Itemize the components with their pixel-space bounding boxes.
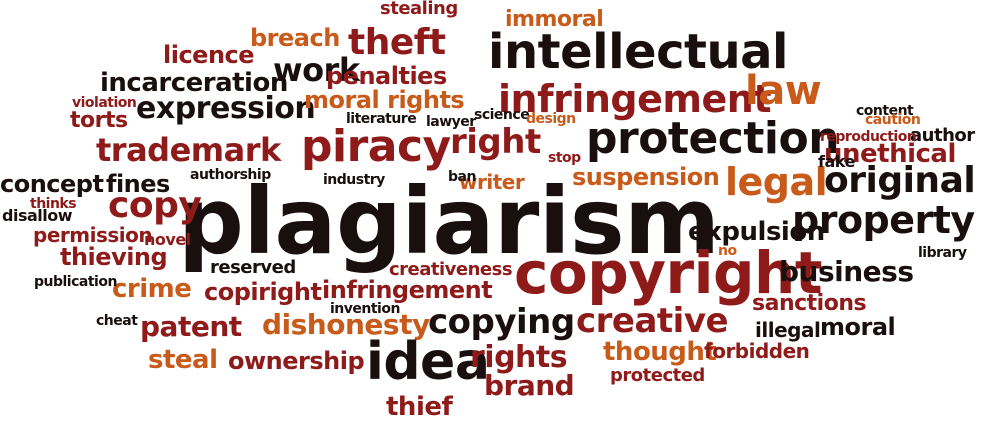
word-science: science [474,107,530,123]
word-brand: brand [484,369,575,402]
word-content: content [856,103,914,119]
word-reproduction: reproduction [820,129,917,145]
word-copying: copying [428,302,575,342]
word-fines: fines [106,170,170,198]
word-publication: publication [34,274,117,290]
word-disallow: disallow [2,206,73,225]
word-breach: breach [250,24,340,52]
word-law: law [745,68,822,114]
word-business: business [779,255,914,288]
word-patent: patent [140,310,242,343]
word-violation: violation [72,95,137,111]
word-novel: novel [144,230,191,249]
word-thief: thief [386,392,453,422]
word-creative: creative [576,301,729,341]
word-sanctions: sanctions [752,291,867,316]
word-intellectual: intellectual [488,24,789,80]
word-illegal: illegal [755,318,821,342]
word-right: right [450,122,541,162]
word-stealing: stealing [380,0,458,19]
word-rights: rights [470,340,568,375]
word-copiright: copiright [204,278,322,306]
word-work: work [273,51,360,89]
word-infringement: infringement [498,77,772,121]
word-ownership: ownership [228,347,365,375]
word-piracy: piracy [301,121,451,172]
word-infringement: infringement [322,276,493,304]
word-forbidden: forbidden [704,339,810,363]
word-lawyer: lawyer [426,114,476,130]
word-steal: steal [148,345,218,375]
word-unethical: unethical [824,139,956,169]
word-fake: fake [818,152,855,171]
word-plagiarism: plagiarism [178,168,720,275]
word-trademark: trademark [96,131,281,169]
word-stop: stop [548,150,581,166]
word-industry: industry [323,172,385,188]
word-incarceration: incarceration [100,68,288,98]
word-crime: crime [112,274,192,304]
word-legal: legal [725,160,828,204]
word-expression: expression [136,91,316,126]
word-copy: copy [108,185,202,226]
word-licence: licence [163,41,255,69]
word-moral-rights: moral rights [304,86,465,114]
word-reserved: reserved [210,257,296,278]
word-original: original [824,160,976,201]
word-thinks: thinks [30,196,77,212]
word-authorship: authorship [190,167,271,183]
word-thieving: thieving [60,243,168,271]
word-literature: literature [346,111,417,127]
word-torts: torts [70,108,128,133]
word-protected: protected [610,365,705,386]
word-author: author [910,125,975,146]
word-copyright: copyright [514,239,823,307]
word-ban: ban [448,169,476,185]
word-suspension: suspension [572,163,720,191]
word-cheat: cheat [96,313,138,329]
word-dishonesty: dishonesty [262,308,430,341]
word-library: library [918,245,967,261]
word-idea: idea [366,332,490,392]
word-creativeness: creativeness [389,259,513,280]
word-concept: concept [0,170,104,198]
word-caution: caution [865,112,921,128]
word-permission: permission [33,223,153,247]
word-theft: theft [348,22,446,63]
word-design: design [526,111,576,127]
word-thought: thought [603,337,717,367]
word-immoral: immoral [505,7,604,32]
word-property: property [792,198,975,242]
word-no: no [718,243,737,259]
word-moral: moral [820,313,896,341]
word-writer: writer [459,170,525,194]
word-penalties: penalties [326,62,447,90]
word-protection: protection [586,113,840,164]
word-expulsion: expulsion [688,217,825,247]
word-invention: invention [330,301,400,317]
